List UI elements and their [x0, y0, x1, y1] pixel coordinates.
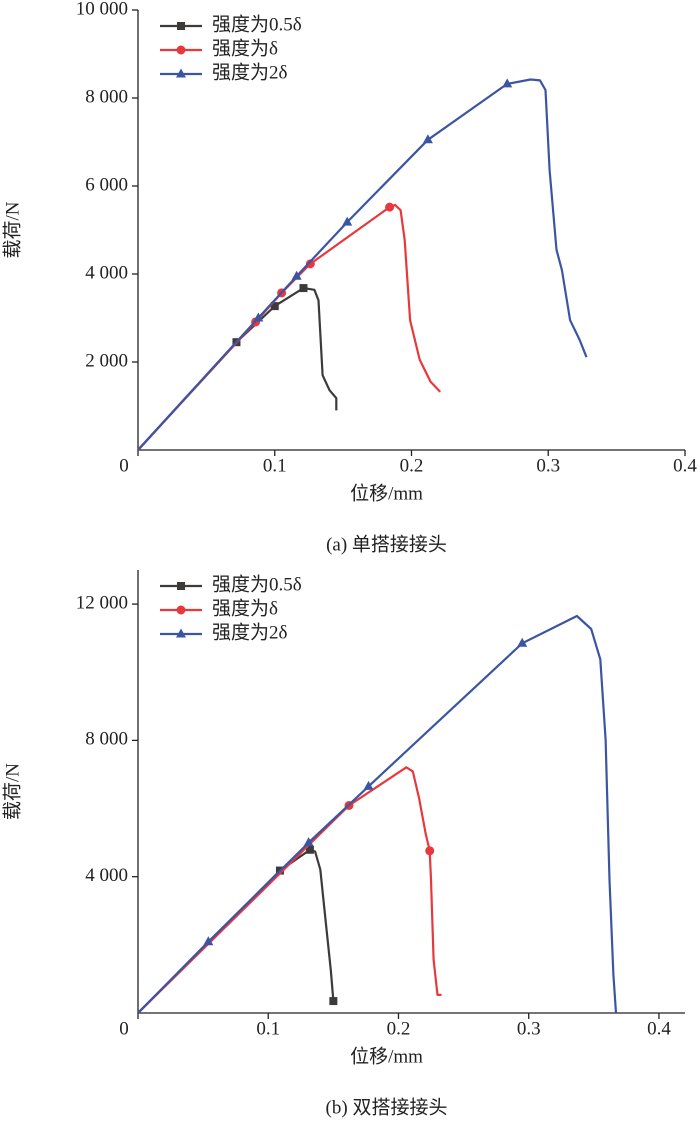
- x-tick-label: 0.1: [263, 455, 287, 476]
- series-line: [137, 203, 441, 451]
- marker: [291, 270, 302, 280]
- y-tick-label: 10 000: [76, 0, 128, 19]
- legend-label: 强度为2δ: [212, 61, 288, 83]
- marker: [425, 846, 435, 856]
- marker: [305, 259, 315, 269]
- marker: [177, 22, 185, 30]
- marker: [253, 312, 264, 322]
- marker: [176, 605, 186, 615]
- x-tick-label: 0: [119, 455, 129, 476]
- x-tick-label: 0: [119, 1018, 129, 1039]
- x-tick-label: 0.2: [400, 455, 424, 476]
- marker: [176, 45, 186, 55]
- x-tick-label: 0.3: [536, 455, 560, 476]
- y-tick-label: 8 000: [85, 86, 128, 107]
- marker: [342, 216, 353, 226]
- marker: [176, 628, 186, 638]
- x-tick-label: 0.4: [673, 455, 697, 476]
- marker: [385, 202, 395, 212]
- marker: [303, 837, 314, 847]
- legend-label: 强度为δ: [212, 597, 278, 619]
- marker: [329, 997, 338, 1006]
- y-tick-label: 12 000: [76, 592, 128, 613]
- legend-label: 强度为0.5δ: [212, 13, 302, 35]
- marker: [502, 78, 513, 88]
- caption: (b) 双搭接接头: [326, 1096, 448, 1118]
- series-line: [137, 614, 618, 1014]
- x-axis-label: 位移/mm: [350, 482, 423, 504]
- caption: (a) 单搭接接头: [326, 533, 447, 555]
- x-tick-label: 0.3: [517, 1018, 541, 1039]
- marker: [517, 637, 528, 647]
- y-tick-label: 2 000: [85, 350, 128, 371]
- y-tick-label: 6 000: [85, 174, 128, 195]
- y-tick-label: 8 000: [85, 729, 128, 750]
- x-axis-label: 位移/mm: [350, 1045, 423, 1067]
- marker: [422, 134, 433, 144]
- series-line: [137, 766, 442, 1014]
- legend-label: 强度为δ: [212, 37, 278, 59]
- marker: [363, 780, 374, 790]
- marker: [177, 582, 185, 590]
- x-tick-label: 0.4: [647, 1018, 671, 1039]
- legend-label: 强度为2δ: [212, 621, 288, 643]
- y-axis-label: 载荷/N: [1, 763, 23, 820]
- x-tick-label: 0.2: [387, 1018, 411, 1039]
- marker: [270, 302, 279, 311]
- marker: [305, 845, 314, 854]
- y-tick-label: 4 000: [85, 865, 128, 886]
- series-line: [137, 287, 338, 451]
- y-tick-label: 4 000: [85, 262, 128, 283]
- series-line: [137, 848, 335, 1014]
- legend-label: 强度为0.5δ: [212, 573, 302, 595]
- marker: [203, 936, 214, 946]
- marker: [176, 68, 186, 78]
- marker: [299, 284, 308, 293]
- series-line: [137, 78, 588, 451]
- y-axis-label: 载荷/N: [1, 201, 23, 258]
- x-tick-label: 0.1: [256, 1018, 280, 1039]
